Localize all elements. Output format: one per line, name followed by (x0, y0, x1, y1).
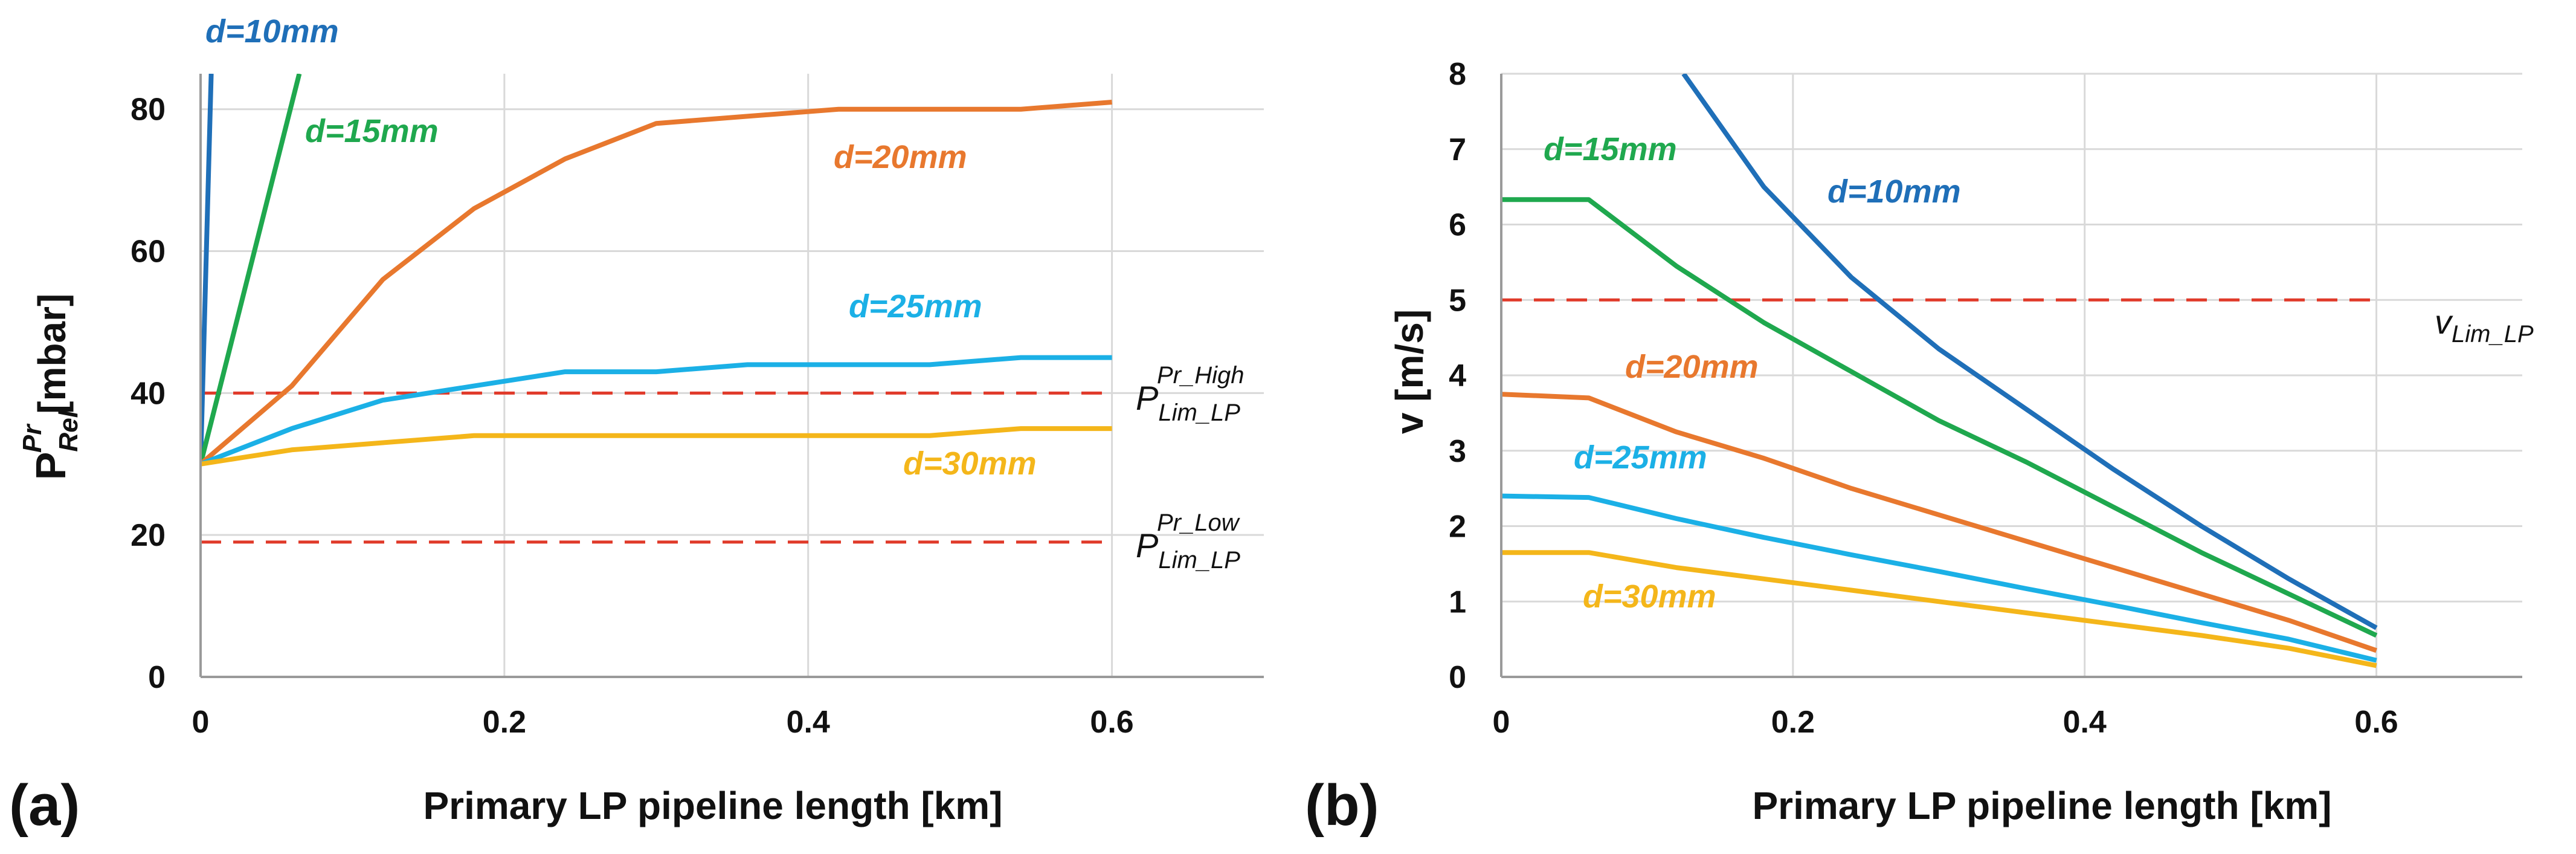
y-tick-label-a-3: 60 (130, 235, 166, 270)
x-tick-label-b-2: 0.4 (2063, 705, 2107, 740)
series-label-a-d15: d=15mm (305, 113, 439, 149)
ref-label-a-low-sup: Pr_Low (1157, 509, 1241, 536)
x-axis-title-b: Primary LP pipeline length [km] (1752, 784, 2331, 827)
ref-label-b-vlim: vLim_LP (2435, 303, 2534, 348)
x-tick-label-a-1: 0.2 (483, 705, 526, 740)
y-axis-title-b: v [m/s] (1388, 309, 1431, 434)
x-tick-label-b-1: 0.2 (1771, 705, 1815, 740)
series-line-a-d-30mm (201, 426, 1112, 467)
y-tick-label-a-0: 0 (148, 660, 166, 695)
ticks-a: 0 0.2 0.4 0.6 0 20 40 60 80 (130, 92, 1134, 740)
y-axis-title-sub-a: Rel (54, 410, 83, 451)
y-axis-title-a: PRelPr [mbar] (18, 294, 83, 480)
x-tick-label-b-0: 0 (1493, 705, 1510, 740)
series-line-b-d-10mm (1681, 74, 2378, 630)
y-tick-label-b-4: 4 (1449, 358, 1466, 393)
series-line-b-d-25mm (1501, 493, 2377, 663)
chart-panel-b: 0 0.2 0.4 0.6 0 1 2 3 4 5 6 7 8 Primary LP pipeline … (1305, 57, 2534, 838)
y-axis-title-sup-a: Pr (18, 423, 47, 453)
series-label-b-d10: d=10mm (1827, 173, 1961, 210)
series-label-b-d30: d=30mm (1583, 578, 1716, 615)
y-tick-label-b-3: 3 (1449, 434, 1466, 469)
series-b (1501, 74, 2378, 668)
y-tick-label-b-5: 5 (1449, 283, 1466, 318)
x-tick-label-a-2: 0.4 (787, 705, 830, 740)
series-label-a-d30: d=30mm (903, 445, 1037, 482)
y-axis-title-main-a: P (27, 452, 74, 480)
ref-label-a-high-main: P (1136, 379, 1158, 417)
series-line-b-d-15mm (1501, 197, 2378, 638)
y-tick-label-b-8: 8 (1449, 57, 1466, 92)
y-tick-label-b-7: 7 (1449, 132, 1466, 167)
series-line-b-d-20mm (1501, 392, 2377, 653)
axes-a (199, 74, 1264, 678)
ref-label-b-vlim-main: v (2435, 303, 2453, 341)
y-tick-label-a-4: 80 (130, 92, 166, 128)
ref-label-a-high-sub: Lim_LP (1158, 400, 1240, 426)
series-label-b-d20: d=20mm (1625, 349, 1759, 385)
series-line-a-d-25mm (201, 355, 1112, 467)
chart-panel-a: 0 0.2 0.4 0.6 0 20 40 60 80 Primary LP pipeline … (9, 13, 1264, 838)
ref-label-a-low-sub: Lim_LP (1158, 547, 1240, 574)
x-tick-label-b-3: 0.6 (2354, 705, 2398, 740)
series-label-b-d25: d=25mm (1574, 439, 1707, 476)
x-tick-label-a-3: 0.6 (1090, 705, 1133, 740)
ref-label-a-high: PLim_LP Pr_High (1136, 362, 1245, 426)
ref-label-b-vlim-sub: Lim_LP (2452, 321, 2534, 348)
y-tick-label-b-2: 2 (1449, 509, 1466, 545)
ref-label-a-low-main: P (1136, 526, 1158, 564)
axes-b (1500, 74, 2522, 678)
x-tick-label-a-0: 0 (192, 705, 210, 740)
y-axis-title-unit-a: [mbar] (30, 294, 74, 425)
y-tick-label-a-1: 20 (130, 518, 166, 553)
series-line-a-d-15mm (201, 74, 302, 465)
y-tick-label-b-6: 6 (1449, 208, 1466, 243)
series-label-a-d10: d=10mm (205, 13, 339, 50)
grid-a (201, 74, 1264, 677)
series-label-b-d15: d=15mm (1544, 131, 1677, 167)
panel-label-a: (a) (9, 773, 80, 838)
series-a (201, 74, 1112, 467)
series-line-a-d-20mm (201, 100, 1112, 466)
y-tick-label-a-2: 40 (130, 376, 166, 411)
y-tick-label-b-0: 0 (1449, 660, 1466, 695)
x-axis-title-a: Primary LP pipeline length [km] (423, 784, 1002, 827)
y-tick-label-b-1: 1 (1449, 584, 1466, 619)
ticks-b: 0 0.2 0.4 0.6 0 1 2 3 4 5 6 7 8 (1449, 57, 2398, 740)
ref-label-a-high-sup: Pr_High (1157, 362, 1245, 389)
series-line-a-d-10mm (201, 74, 214, 464)
series-line-b-d-30mm (1501, 550, 2377, 668)
panel-label-b: (b) (1305, 773, 1379, 838)
series-label-a-d20: d=20mm (834, 139, 967, 175)
reference-lines-a (201, 391, 1112, 544)
series-label-a-d25: d=25mm (849, 288, 982, 325)
ref-label-a-low: PLim_LP Pr_Low (1136, 509, 1241, 574)
